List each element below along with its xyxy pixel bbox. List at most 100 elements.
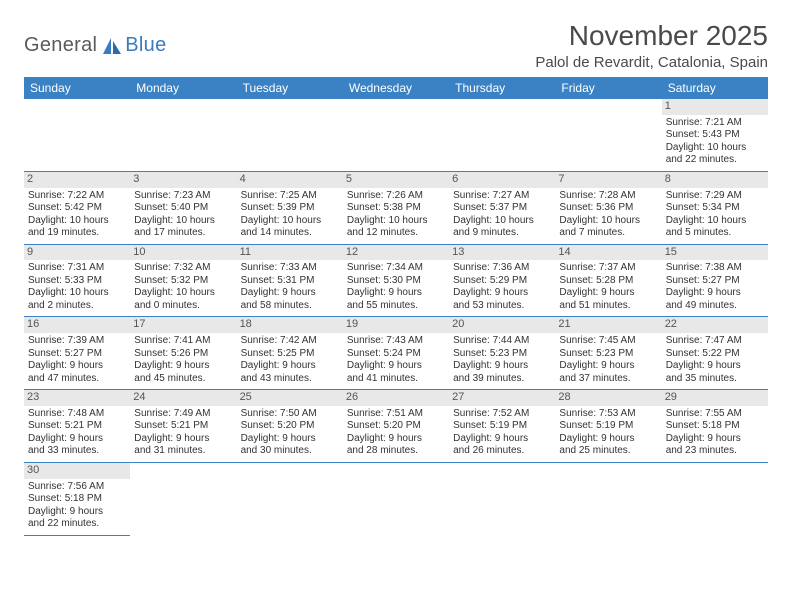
sunset-text: Sunset: 5:22 PM <box>666 348 764 361</box>
day-header: Wednesday <box>343 77 449 99</box>
daylight-text: Daylight: 9 hours <box>559 433 657 446</box>
sunrise-text: Sunrise: 7:45 AM <box>559 335 657 348</box>
daylight-text: and 2 minutes. <box>28 300 126 313</box>
day-number: 10 <box>130 245 236 261</box>
sunrise-text: Sunrise: 7:44 AM <box>453 335 551 348</box>
daylight-text: and 25 minutes. <box>559 445 657 458</box>
day-header: Thursday <box>449 77 555 99</box>
daylight-text: Daylight: 9 hours <box>453 433 551 446</box>
calendar-day-cell: 27Sunrise: 7:52 AMSunset: 5:19 PMDayligh… <box>449 390 555 463</box>
day-number: 26 <box>343 390 449 406</box>
calendar-day-cell: 28Sunrise: 7:53 AMSunset: 5:19 PMDayligh… <box>555 390 661 463</box>
calendar-day-cell <box>237 462 343 535</box>
daylight-text: Daylight: 9 hours <box>241 360 339 373</box>
day-number: 17 <box>130 317 236 333</box>
daylight-text: Daylight: 9 hours <box>453 287 551 300</box>
calendar-day-cell <box>130 462 236 535</box>
sunset-text: Sunset: 5:42 PM <box>28 202 126 215</box>
sunrise-text: Sunrise: 7:22 AM <box>28 190 126 203</box>
sunrise-text: Sunrise: 7:28 AM <box>559 190 657 203</box>
sunrise-text: Sunrise: 7:52 AM <box>453 408 551 421</box>
calendar-day-cell <box>24 99 130 171</box>
sunset-text: Sunset: 5:23 PM <box>453 348 551 361</box>
calendar-table: Sunday Monday Tuesday Wednesday Thursday… <box>24 77 768 536</box>
calendar-day-cell: 24Sunrise: 7:49 AMSunset: 5:21 PMDayligh… <box>130 390 236 463</box>
calendar-day-cell <box>449 462 555 535</box>
daylight-text: Daylight: 9 hours <box>347 360 445 373</box>
calendar-day-cell <box>130 99 236 171</box>
daylight-text: and 58 minutes. <box>241 300 339 313</box>
sunrise-text: Sunrise: 7:32 AM <box>134 262 232 275</box>
calendar-day-cell: 25Sunrise: 7:50 AMSunset: 5:20 PMDayligh… <box>237 390 343 463</box>
day-number: 12 <box>343 245 449 261</box>
sunset-text: Sunset: 5:43 PM <box>666 129 764 142</box>
calendar-week-row: 9Sunrise: 7:31 AMSunset: 5:33 PMDaylight… <box>24 244 768 317</box>
sunrise-text: Sunrise: 7:53 AM <box>559 408 657 421</box>
day-number: 22 <box>662 317 768 333</box>
day-number: 14 <box>555 245 661 261</box>
day-header: Friday <box>555 77 661 99</box>
sunrise-text: Sunrise: 7:25 AM <box>241 190 339 203</box>
daylight-text: and 5 minutes. <box>666 227 764 240</box>
daylight-text: and 19 minutes. <box>28 227 126 240</box>
day-number <box>555 463 661 479</box>
sunset-text: Sunset: 5:23 PM <box>559 348 657 361</box>
day-number: 8 <box>662 172 768 188</box>
calendar-body: 1Sunrise: 7:21 AMSunset: 5:43 PMDaylight… <box>24 99 768 535</box>
day-number <box>130 463 236 479</box>
day-number: 6 <box>449 172 555 188</box>
daylight-text: Daylight: 9 hours <box>28 506 126 519</box>
daylight-text: Daylight: 9 hours <box>666 287 764 300</box>
sail-icon <box>101 36 123 56</box>
calendar-day-cell: 2Sunrise: 7:22 AMSunset: 5:42 PMDaylight… <box>24 171 130 244</box>
daylight-text: and 33 minutes. <box>28 445 126 458</box>
calendar-day-cell: 10Sunrise: 7:32 AMSunset: 5:32 PMDayligh… <box>130 244 236 317</box>
sunset-text: Sunset: 5:27 PM <box>666 275 764 288</box>
calendar-day-cell: 13Sunrise: 7:36 AMSunset: 5:29 PMDayligh… <box>449 244 555 317</box>
sunset-text: Sunset: 5:19 PM <box>453 420 551 433</box>
sunrise-text: Sunrise: 7:34 AM <box>347 262 445 275</box>
calendar-day-cell: 14Sunrise: 7:37 AMSunset: 5:28 PMDayligh… <box>555 244 661 317</box>
day-number: 3 <box>130 172 236 188</box>
sunrise-text: Sunrise: 7:26 AM <box>347 190 445 203</box>
sunset-text: Sunset: 5:20 PM <box>347 420 445 433</box>
sunrise-text: Sunrise: 7:38 AM <box>666 262 764 275</box>
sunrise-text: Sunrise: 7:42 AM <box>241 335 339 348</box>
sunrise-text: Sunrise: 7:49 AM <box>134 408 232 421</box>
sunset-text: Sunset: 5:20 PM <box>241 420 339 433</box>
day-number: 7 <box>555 172 661 188</box>
sunset-text: Sunset: 5:21 PM <box>134 420 232 433</box>
day-number: 21 <box>555 317 661 333</box>
daylight-text: Daylight: 9 hours <box>347 433 445 446</box>
day-number: 28 <box>555 390 661 406</box>
day-header: Monday <box>130 77 236 99</box>
day-number: 23 <box>24 390 130 406</box>
sunset-text: Sunset: 5:29 PM <box>453 275 551 288</box>
calendar-day-cell: 1Sunrise: 7:21 AMSunset: 5:43 PMDaylight… <box>662 99 768 171</box>
day-header: Saturday <box>662 77 768 99</box>
calendar-day-cell: 4Sunrise: 7:25 AMSunset: 5:39 PMDaylight… <box>237 171 343 244</box>
daylight-text: and 49 minutes. <box>666 300 764 313</box>
sunrise-text: Sunrise: 7:51 AM <box>347 408 445 421</box>
logo-text-blue: Blue <box>125 34 166 57</box>
sunset-text: Sunset: 5:32 PM <box>134 275 232 288</box>
logo: General Blue <box>24 20 167 57</box>
sunrise-text: Sunrise: 7:39 AM <box>28 335 126 348</box>
daylight-text: Daylight: 9 hours <box>559 287 657 300</box>
daylight-text: and 47 minutes. <box>28 373 126 386</box>
daylight-text: and 30 minutes. <box>241 445 339 458</box>
calendar-day-cell <box>343 462 449 535</box>
daylight-text: and 22 minutes. <box>666 154 764 167</box>
daylight-text: Daylight: 9 hours <box>347 287 445 300</box>
sunset-text: Sunset: 5:18 PM <box>666 420 764 433</box>
daylight-text: and 28 minutes. <box>347 445 445 458</box>
calendar-day-cell: 30Sunrise: 7:56 AMSunset: 5:18 PMDayligh… <box>24 462 130 535</box>
daylight-text: and 41 minutes. <box>347 373 445 386</box>
day-number: 2 <box>24 172 130 188</box>
day-number <box>449 99 555 115</box>
daylight-text: Daylight: 10 hours <box>453 215 551 228</box>
daylight-text: Daylight: 10 hours <box>134 215 232 228</box>
daylight-text: Daylight: 9 hours <box>453 360 551 373</box>
day-number: 19 <box>343 317 449 333</box>
sunrise-text: Sunrise: 7:41 AM <box>134 335 232 348</box>
